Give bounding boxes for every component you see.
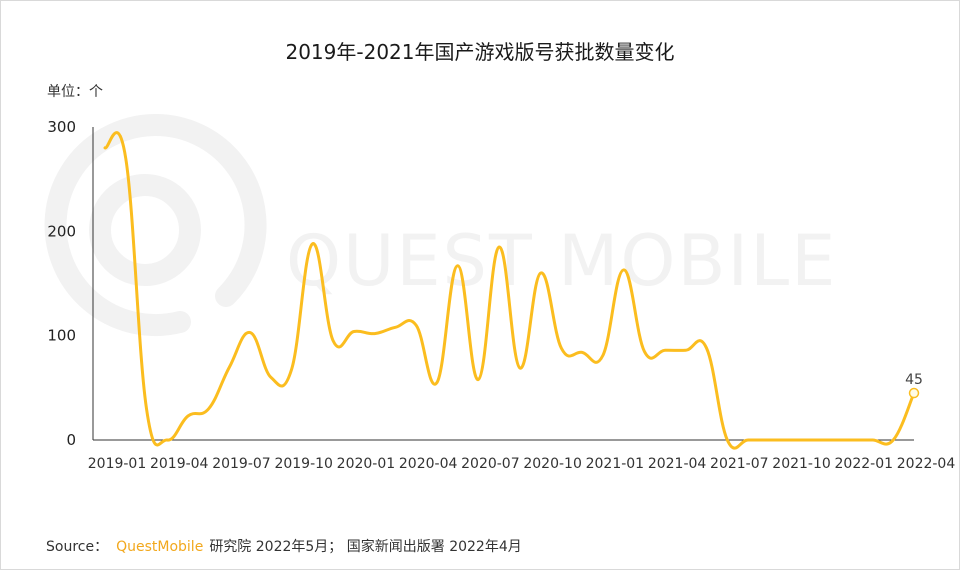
source-text: 研究院 2022年5月； 国家新闻出版署 2022年4月 [209,539,522,555]
source-label: Source： [46,539,109,555]
last-value-label: 45 [905,372,923,388]
y-unit-label: 单位：个 [47,84,103,100]
last-data-point [908,387,920,399]
x-tick-label: 2019-04 [150,456,209,472]
y-tick-label: 300 [47,118,76,136]
watermark-text: QUEST MOBILE [286,220,837,302]
x-tick-label: 2022-01 [835,456,894,472]
x-tick-label: 2021-10 [772,456,831,472]
x-tick-labels: 2019-01 2019-04 2019-07 2019-10 2020-01 2020-… [88,456,956,472]
source-footer: Source： QuestMobile 研究院 2022年5月； 国家新闻出版署 2… [46,536,522,556]
x-tick-label: 2020-01 [337,456,396,472]
x-tick-label: 2020-10 [523,456,582,472]
y-tick-label: 0 [66,431,76,449]
x-tick-label: 2022-04 [897,456,956,472]
chart-title: 2019年-2021年国产游戏版号获批数量变化 [285,40,675,64]
x-tick-label: 2019-07 [212,456,271,472]
x-tick-label: 2021-04 [648,456,707,472]
series-line [103,131,916,450]
x-tick-label: 2019-01 [88,456,147,472]
x-tick-label: 2021-07 [710,456,769,472]
x-tick-label: 2019-10 [274,456,333,472]
x-tick-label: 2020-04 [399,456,458,472]
y-tick-labels: 0 100 200 300 [47,118,76,449]
x-tick-label: 2021-01 [586,456,645,472]
y-tick-label: 200 [47,222,76,240]
y-tick-label: 100 [47,327,76,345]
watermark-logo-icon [44,114,267,337]
x-tick-label: 2020-07 [461,456,520,472]
brand-name: QuestMobile [116,539,204,555]
watermark: QUEST MOBILE [44,114,837,337]
